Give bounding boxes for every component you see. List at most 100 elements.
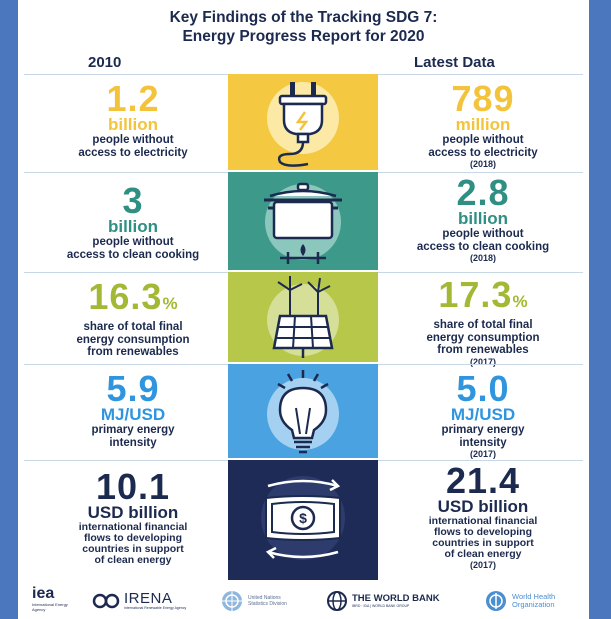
world-bank-logo-sub: IBRD · IDA | WORLD BANK GROUP xyxy=(352,603,410,608)
irena-mark-icon xyxy=(92,593,120,609)
stat-value: 2.8 xyxy=(456,172,510,213)
stat-desc: people without xyxy=(442,134,524,146)
stat-value: 21.4 xyxy=(445,460,521,501)
un-logo-line-2: Statistics Division xyxy=(248,601,287,607)
stat-value: 17.3% xyxy=(388,277,578,319)
partner-logos: iea International Energy Agency IRENA In… xyxy=(18,586,589,616)
left-stat: 1.2 billion people without access to ele… xyxy=(38,78,228,159)
column-header-latest: Latest Data xyxy=(414,54,495,71)
stat-desc: share of total final xyxy=(83,321,183,333)
who-logo-line-1: World Health xyxy=(512,592,556,601)
stat-unit: MJ/USD xyxy=(450,405,516,424)
stat-unit: billion xyxy=(457,209,509,228)
infographic-card: Key Findings of the Tracking SDG 7: Ener… xyxy=(18,0,589,619)
stat-suffix: % xyxy=(162,294,178,313)
irena-logo: IRENA International Renewable Energy Age… xyxy=(92,586,186,616)
stat-year: (2018) xyxy=(469,159,496,169)
stat-suffix: % xyxy=(512,292,528,311)
stat-number: 17.3 xyxy=(438,274,513,315)
stat-value: 1.2 xyxy=(106,78,160,119)
stat-desc: intensity xyxy=(109,436,157,449)
stat-desc: people without xyxy=(92,134,174,146)
row-renewables: 16.3% share of total final energy consum… xyxy=(18,272,589,367)
stat-unit: USD billion xyxy=(87,503,179,522)
stat-value: 3 xyxy=(122,180,144,221)
stat-desc: access to clean cooking xyxy=(66,248,200,261)
who-emblem-icon xyxy=(486,591,506,611)
stat-desc: of clean energy xyxy=(94,554,172,566)
stat-unit: million xyxy=(455,115,511,134)
row-financial-flows: 10.1 USD billion international financial… xyxy=(18,460,589,580)
infographic-title: Key Findings of the Tracking SDG 7: Ener… xyxy=(18,8,589,46)
stat-desc: access to electricity xyxy=(428,146,538,159)
row-energy-intensity: 5.9 MJ/USD primary energy intensity 5.0 … xyxy=(18,364,589,460)
left-stat: 16.3% share of total final energy consum… xyxy=(38,279,228,359)
who-logo-line-2: Organization xyxy=(512,600,555,609)
left-stat: 5.9 MJ/USD primary energy intensity xyxy=(38,368,228,449)
stat-desc: countries in support xyxy=(432,537,534,549)
right-stat: 17.3% share of total final energy consum… xyxy=(388,277,578,368)
right-stat: 21.4 USD billion international financial… xyxy=(388,460,578,571)
iea-logo-text: iea xyxy=(32,585,55,602)
stat-year: (2017) xyxy=(469,449,496,459)
stat-value: 16.3% xyxy=(38,279,228,321)
cooking-pot-icon xyxy=(228,172,378,270)
stat-desc: international financial xyxy=(78,521,188,533)
world-bank-logo-text: THE WORLD BANK xyxy=(352,592,440,604)
stat-desc: from renewables xyxy=(437,344,529,356)
right-stat: 2.8 billion people without access to cle… xyxy=(388,172,578,264)
stat-year: (2018) xyxy=(469,253,496,263)
iea-logo: iea International Energy Agency xyxy=(32,586,72,616)
stat-desc: flows to developing xyxy=(433,526,532,538)
stat-value: 10.1 xyxy=(95,466,171,507)
who-logo: World Health Organization xyxy=(484,586,555,616)
wind-solar-icon xyxy=(228,272,378,362)
money-flow-icon: $ xyxy=(228,460,378,580)
un-logo-line-1: United Nations xyxy=(248,595,281,601)
electric-plug-icon xyxy=(228,74,378,170)
stat-desc: from renewables xyxy=(87,346,179,358)
iea-logo-sub: International Energy Agency xyxy=(32,602,68,612)
irena-logo-sub: International Renewable Energy Agency xyxy=(124,606,187,610)
un-emblem-icon xyxy=(222,591,242,611)
stat-desc: of clean energy xyxy=(444,548,522,560)
stat-desc: primary energy xyxy=(91,424,175,436)
world-bank-globe-icon xyxy=(327,591,347,611)
stat-desc: people without xyxy=(92,236,174,248)
stat-desc: primary energy xyxy=(441,424,525,436)
svg-text:$: $ xyxy=(299,510,307,526)
right-stat: 5.0 MJ/USD primary energy intensity (201… xyxy=(388,368,578,460)
row-electricity: 1.2 billion people without access to ele… xyxy=(18,74,589,170)
stat-unit: USD billion xyxy=(437,497,529,516)
un-stats-logo: United Nations Statistics Division xyxy=(220,586,287,616)
stat-desc: access to electricity xyxy=(78,146,188,159)
stat-unit: billion xyxy=(107,217,159,236)
irena-logo-text: IRENA xyxy=(124,590,173,607)
left-stat: 10.1 USD billion international financial… xyxy=(38,466,228,566)
left-stat: 3 billion people without access to clean… xyxy=(38,180,228,261)
stat-desc: intensity xyxy=(459,436,507,449)
right-stat: 789 million people without access to ele… xyxy=(388,78,578,170)
stat-value: 5.9 xyxy=(106,368,160,409)
stat-year: (2017) xyxy=(469,356,496,367)
stat-value: 5.0 xyxy=(456,368,510,409)
stat-unit: MJ/USD xyxy=(100,405,166,424)
title-line-1: Key Findings of the Tracking SDG 7: xyxy=(169,9,438,26)
stat-year: (2017) xyxy=(469,560,496,570)
stat-desc: countries in support xyxy=(82,543,184,555)
title-line-2: Energy Progress Report for 2020 xyxy=(182,28,425,45)
light-bulb-icon xyxy=(228,364,378,458)
stat-desc: energy consumption xyxy=(76,333,190,346)
world-bank-logo: THE WORLD BANK IBRD · IDA | WORLD BANK G… xyxy=(326,586,440,616)
row-clean-cooking: 3 billion people without access to clean… xyxy=(18,172,589,270)
stat-desc: access to clean cooking xyxy=(416,240,550,253)
column-header-2010: 2010 xyxy=(88,54,122,71)
stat-desc: international financial xyxy=(428,515,538,527)
stat-number: 16.3 xyxy=(88,276,163,317)
stat-unit: billion xyxy=(107,115,159,134)
stat-desc: flows to developing xyxy=(83,532,182,544)
stat-desc: energy consumption xyxy=(426,331,540,344)
stat-desc: share of total final xyxy=(433,319,533,331)
stat-value: 789 xyxy=(451,78,515,119)
stat-desc: people without xyxy=(442,228,524,240)
